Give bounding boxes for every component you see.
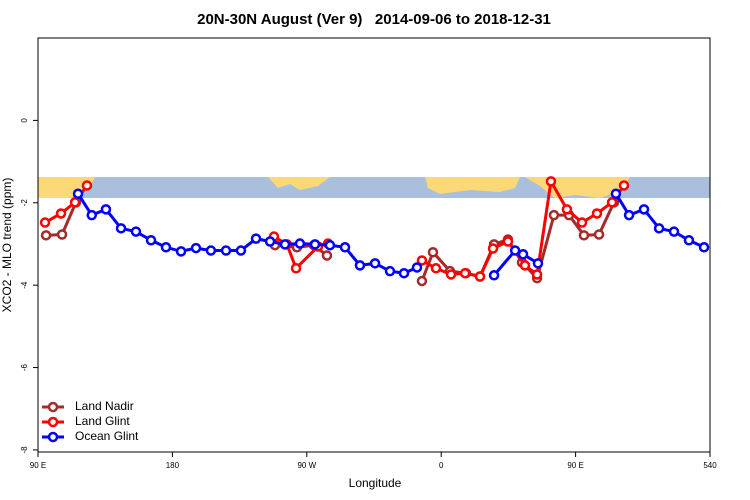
legend-marker [47, 431, 59, 443]
data-point [279, 239, 291, 250]
y-axis-label: XCO2 - MLO trend (ppm) [0, 178, 14, 313]
legend-label: Land Glint [75, 414, 130, 428]
data-point [653, 223, 665, 234]
x-axis-label: Longitude [349, 476, 402, 490]
legend-label: Land Nadir [75, 399, 134, 413]
data-point [220, 245, 232, 256]
data-point [532, 258, 544, 269]
data-point [398, 267, 410, 279]
land [268, 177, 330, 190]
legend-label: Ocean Glint [75, 429, 139, 443]
data-point [638, 204, 650, 215]
data-point [81, 180, 93, 191]
data-point [69, 197, 81, 208]
data-point [459, 267, 471, 279]
data-point [668, 226, 680, 237]
data-point [369, 258, 381, 269]
data-point [509, 245, 521, 256]
x-tick-label: 90 E [30, 461, 46, 470]
data-point [354, 260, 366, 271]
data-point [40, 230, 52, 241]
chart-title: 20N-30N August (Ver 9) 2014-09-06 to 201… [197, 11, 551, 28]
data-point [561, 204, 573, 215]
data-point [339, 242, 351, 253]
data-point [487, 243, 499, 254]
data-point [86, 209, 98, 221]
data-point [591, 208, 603, 219]
data-point [698, 242, 710, 253]
data-point [384, 265, 396, 277]
data-point [100, 204, 112, 215]
x-tick-label: 0 [439, 461, 444, 470]
data-point [593, 229, 605, 240]
map-band [38, 177, 710, 198]
data-point [175, 246, 187, 257]
data-point [623, 209, 635, 221]
data-point [474, 271, 486, 282]
data-point [160, 242, 172, 253]
data-point [488, 270, 500, 281]
plot-frame [37, 37, 711, 453]
data-point [683, 235, 695, 246]
data-point [517, 249, 529, 260]
y-tick-label: -6 [20, 363, 29, 371]
data-point [72, 188, 84, 199]
data-point [416, 255, 428, 266]
y-tick-label: 0 [20, 118, 29, 123]
y-tick-label: -4 [20, 281, 29, 289]
data-point [618, 180, 630, 191]
data-point [411, 262, 423, 273]
data-point [576, 217, 588, 228]
legend-marker [47, 401, 59, 413]
data-point [130, 226, 142, 237]
data-point [205, 245, 217, 256]
data-point [290, 263, 302, 274]
data-point [445, 269, 457, 280]
x-tick-label: 540 [703, 461, 717, 470]
data-point [294, 238, 306, 249]
data-point [578, 230, 590, 241]
data-point [324, 239, 336, 251]
legend-marker [47, 416, 59, 428]
data-point [606, 197, 618, 208]
data-point [250, 233, 262, 244]
data-point [55, 208, 67, 219]
data-point [502, 236, 514, 247]
data-point [235, 245, 247, 256]
data-point [545, 176, 557, 187]
data-point [416, 275, 428, 287]
y-tick-label: -8 [20, 446, 29, 454]
data-point [427, 246, 439, 258]
data-point [531, 269, 543, 280]
data-point [519, 260, 531, 271]
land [425, 177, 520, 194]
data-point [56, 229, 68, 240]
data-point [321, 250, 333, 261]
data-point [548, 209, 560, 221]
data-point [610, 188, 622, 199]
x-tick-label: 90 W [297, 461, 316, 470]
data-point [264, 236, 276, 247]
data-point [309, 239, 321, 250]
data-point [145, 235, 157, 246]
data-point [190, 242, 202, 254]
data-point [430, 263, 442, 274]
data-point [39, 217, 51, 228]
x-tick-label: 90 E [567, 461, 583, 470]
x-tick-label: 180 [166, 461, 180, 470]
y-tick-label: -2 [20, 199, 29, 207]
data-point [115, 223, 127, 234]
